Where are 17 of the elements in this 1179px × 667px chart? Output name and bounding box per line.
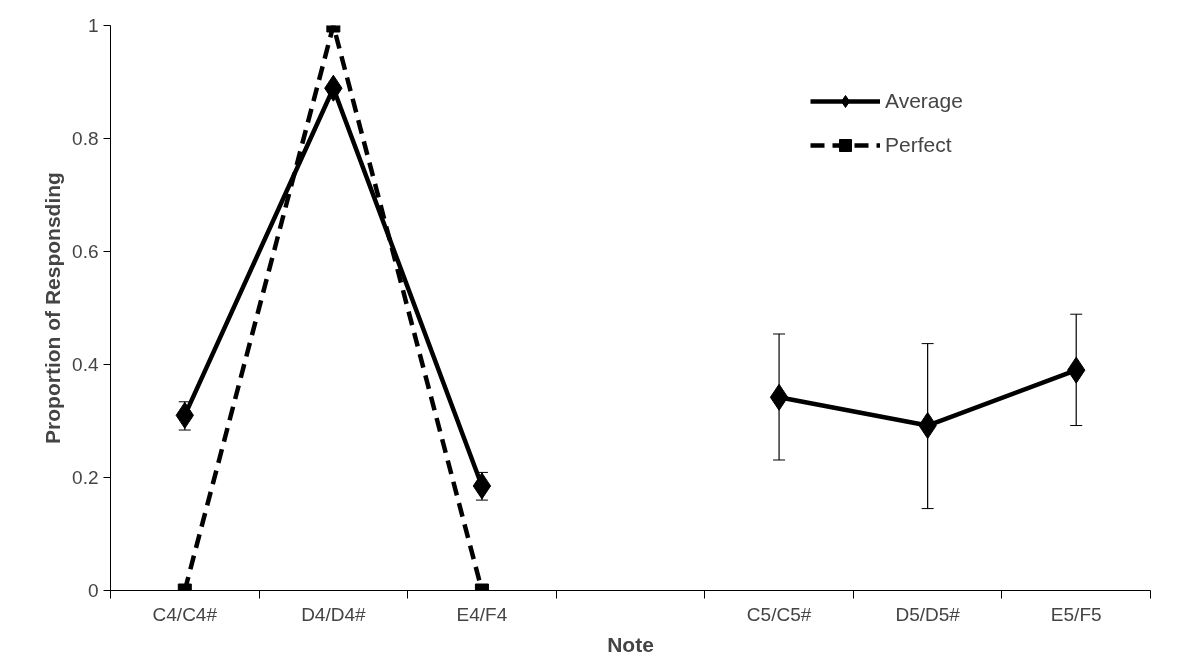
y-tick-label: 0.4 — [72, 354, 99, 375]
y-tick-label: 0 — [87, 580, 99, 601]
y-tick-label: 0.6 — [72, 241, 99, 262]
y-axis-title: Proportion of Responsding — [41, 172, 65, 444]
x-tick-label: D4/D4# — [301, 603, 366, 625]
x-tick-label: D5/D5# — [895, 603, 961, 625]
legend-label: Average — [885, 89, 963, 113]
y-tick-label: 0.2 — [72, 467, 99, 488]
x-tick-label: C4/C4# — [152, 603, 218, 625]
x-tick-label: E5/F5 — [1050, 603, 1102, 625]
point — [769, 383, 789, 411]
x-axis-title: Note — [607, 632, 654, 656]
y-tick-label: 0.8 — [72, 128, 99, 149]
x-tick-label: E4/F4 — [456, 603, 508, 625]
legend-label: Perfect — [885, 133, 952, 157]
x-tick-label: C5/C5# — [746, 603, 812, 625]
y-tick-label: 1 — [87, 15, 99, 36]
